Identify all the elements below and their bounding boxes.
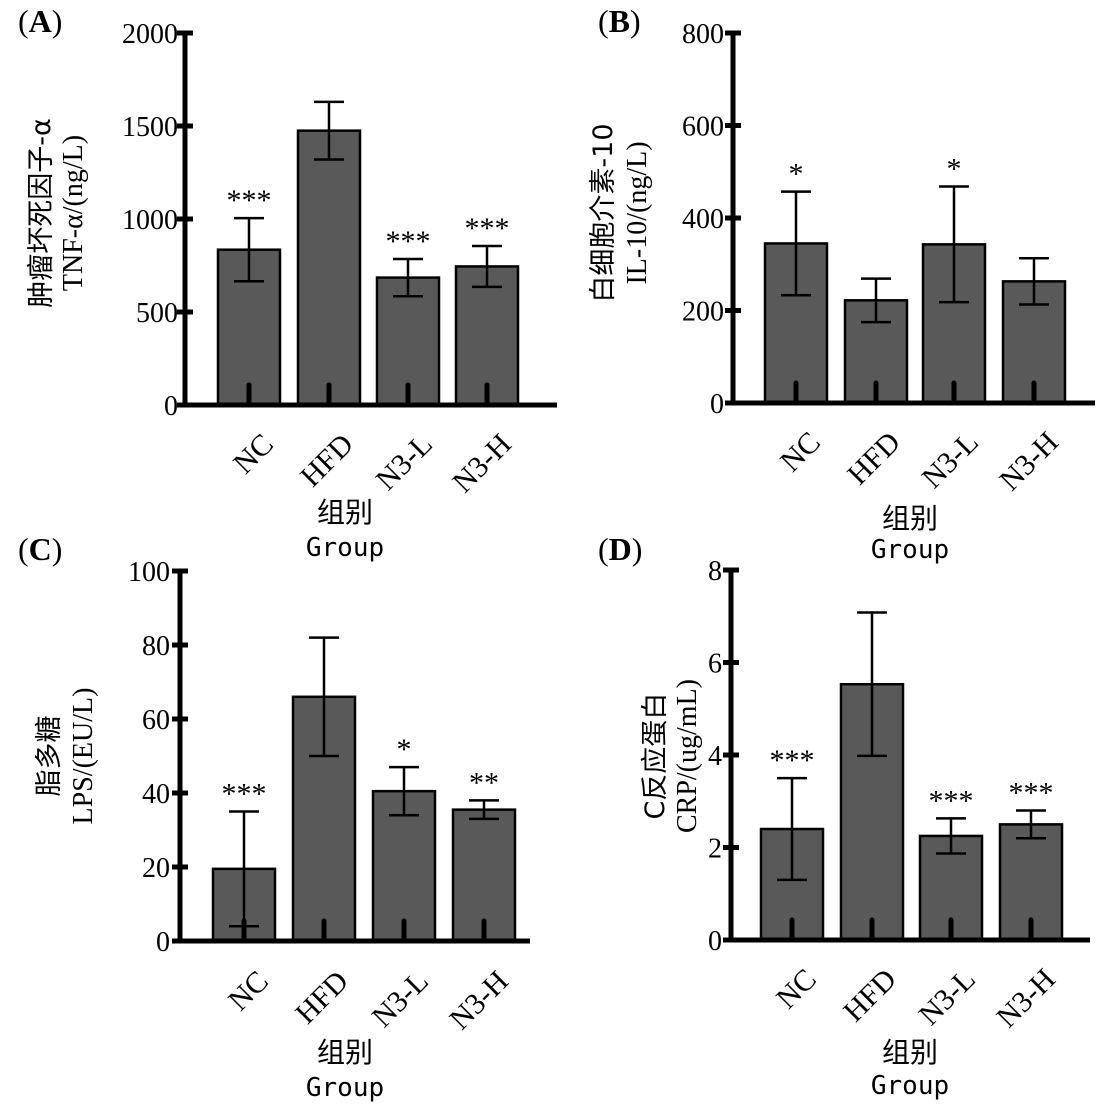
category-label-n3-h: N3-H (443, 965, 515, 1037)
error-bar (389, 765, 419, 817)
x-axis-title-en: Group (306, 1073, 384, 1103)
x-axis-title-cn: 组别 (317, 496, 373, 529)
panel-d: (D) *** *** *** 0 2 4 6 8 NC HFD N3-L N3-H C反应蛋白 CRP/(… (598, 531, 1090, 1101)
x-axis-title-cn: 组别 (882, 1036, 938, 1069)
error-bar (939, 185, 969, 304)
y-tick-label: 1000 (122, 205, 178, 236)
panel-a: (A) *** *** *** 0 500 1000 1500 2000 NC HFD N3-L N3-… (18, 3, 557, 563)
error-bar (857, 611, 887, 758)
y-tick-label: 2000 (122, 19, 178, 50)
category-label-n3-l: N3-L (913, 963, 982, 1032)
error-bar (1016, 809, 1046, 840)
significance-marker: * (397, 733, 412, 766)
y-tick-label: 8 (708, 556, 722, 587)
x-axis-title-cn: 组别 (317, 1036, 373, 1069)
y-tick-label: 500 (136, 298, 178, 329)
panel-label: (A) (18, 3, 62, 39)
x-axis-title-cn: 组别 (882, 502, 938, 535)
y-tick-label: 0 (710, 389, 724, 420)
y-axis-title-cn: 脂多糖 (34, 716, 65, 797)
category-label-hfd: HFD (837, 963, 903, 1029)
category-label-hfd: HFD (289, 965, 355, 1031)
y-tick-label: 6 (708, 649, 722, 680)
panel-label: (D) (598, 531, 642, 567)
panel-label: (C) (18, 531, 62, 567)
error-bar (309, 636, 339, 758)
category-label-hfd: HFD (294, 428, 360, 494)
y-tick-label: 1500 (122, 112, 178, 143)
category-label-nc: NC (227, 428, 280, 481)
significance-marker: *** (770, 744, 815, 777)
y-tick-label: 800 (682, 19, 724, 50)
y-tick-label: 100 (128, 557, 170, 588)
y-tick-label: 0 (156, 927, 170, 958)
y-tick-label: 60 (142, 705, 170, 736)
y-axis-title-en: CRP/(ug/mL) (672, 679, 703, 833)
x-axis-title-en: Group (306, 533, 384, 563)
category-label-n3-h: N3-H (446, 428, 518, 500)
panel-label: (B) (598, 3, 641, 39)
y-axis-title-en: IL-10/(ng/L) (622, 141, 653, 284)
significance-marker: * (789, 158, 804, 191)
significance-marker: *** (222, 778, 267, 811)
error-bar (1019, 256, 1049, 306)
error-bar (393, 257, 423, 298)
error-bar (861, 277, 891, 324)
bar-hfd (296, 129, 362, 407)
significance-marker: *** (465, 212, 510, 245)
category-label-n3-h: N3-H (990, 963, 1062, 1035)
category-label-hfd: HFD (841, 426, 907, 492)
category-label-nc: NC (222, 965, 275, 1018)
category-label-nc: NC (774, 426, 827, 479)
significance-marker: *** (386, 225, 431, 258)
y-tick-label: 2 (708, 834, 722, 865)
error-bar (936, 817, 966, 855)
y-tick-label: 600 (682, 112, 724, 143)
y-axis-title-cn: C反应蛋白 (640, 693, 671, 820)
x-axis-title-en: Group (871, 1071, 949, 1101)
category-label-n3-l: N3-L (366, 965, 435, 1034)
category-label-n3-h: N3-H (993, 426, 1065, 498)
significance-marker: ** (469, 766, 499, 799)
y-axis-title-en: TNF-α/(ng/L) (58, 135, 89, 291)
error-bar (314, 100, 344, 161)
y-tick-label: 0 (708, 926, 722, 957)
error-bar (781, 190, 811, 297)
y-tick-label: 4 (708, 741, 722, 772)
category-label-nc: NC (770, 963, 823, 1016)
error-bar (234, 216, 264, 283)
x-axis-title-en: Group (871, 535, 949, 565)
y-axis-title-cn: 肿瘤坏死因子-α (26, 118, 57, 308)
y-tick-label: 400 (682, 204, 724, 235)
significance-marker: * (947, 153, 962, 186)
y-axis-title-en: LPS/(EU/L) (68, 688, 99, 825)
error-bar (472, 244, 502, 289)
significance-marker: *** (929, 784, 974, 817)
y-tick-label: 20 (142, 853, 170, 884)
y-tick-label: 80 (142, 631, 170, 662)
significance-marker: *** (227, 184, 272, 217)
y-tick-label: 40 (142, 779, 170, 810)
y-axis-title-cn: 白细胞介素-10 (588, 123, 619, 302)
category-label-n3-l: N3-L (370, 428, 439, 497)
panel-b: (B) * * 0 200 400 600 800 NC HFD N3-L N3-H 白细胞介素-10 I… (588, 3, 1095, 565)
error-bar (469, 799, 499, 821)
error-bar (777, 776, 807, 882)
y-tick-label: 200 (682, 297, 724, 328)
y-tick-label: 0 (164, 391, 178, 422)
significance-marker: *** (1009, 777, 1054, 810)
category-label-n3-l: N3-L (916, 426, 985, 495)
